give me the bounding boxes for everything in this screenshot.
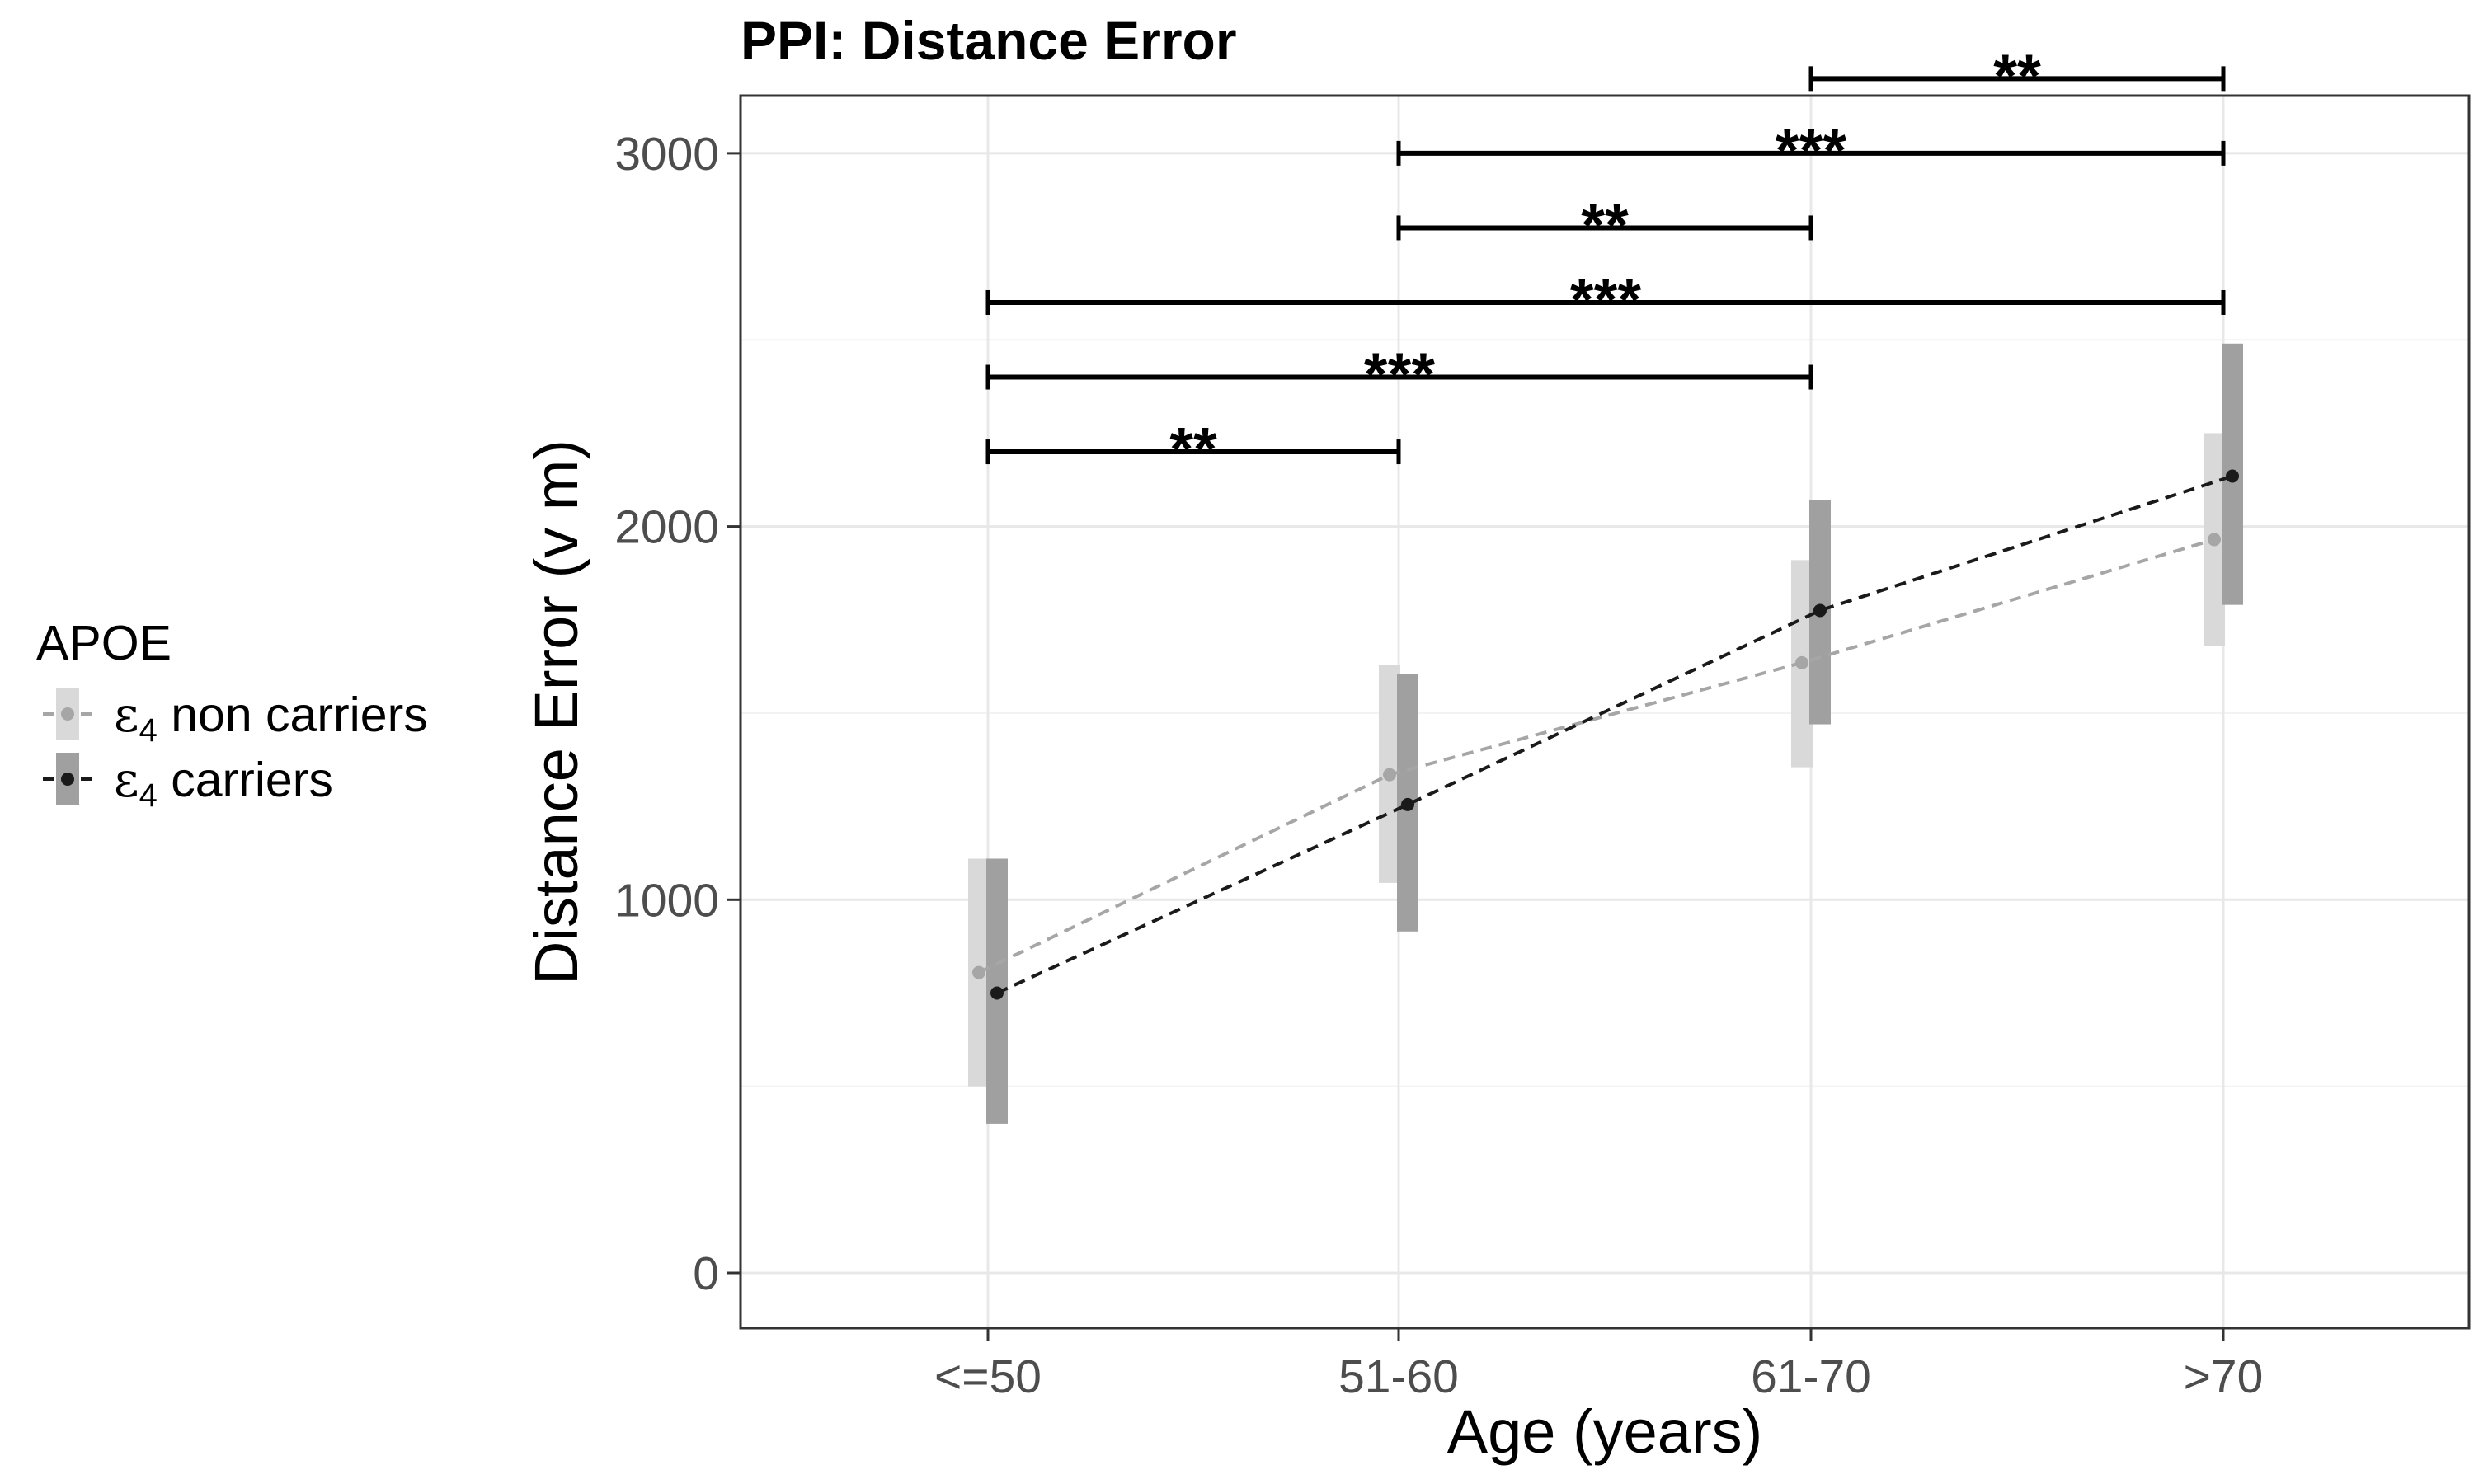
data-point-carriers	[1401, 797, 1414, 811]
x-tick-label: 61-70	[1751, 1350, 1871, 1403]
x-axis-ticks: <=50 51-60 61-70 >70	[934, 1328, 2263, 1403]
sig-label: ***	[1570, 265, 1642, 334]
y-tick-label: 0	[693, 1247, 719, 1300]
legend-label-non-carriers: ε4 non carriers	[114, 686, 428, 749]
y-axis-label: Distance Error (v m)	[522, 439, 590, 985]
chart-title: PPI: Distance Error	[741, 10, 1237, 71]
data-point-carriers	[990, 986, 1004, 1000]
legend-label-carriers: ε4 carriers	[114, 751, 333, 814]
data-point-carriers	[1813, 603, 1827, 618]
sig-label: ***	[1776, 116, 1847, 185]
y-axis-ticks: 0 1000 2000 3000	[614, 128, 741, 1300]
y-tick-label: 1000	[614, 874, 719, 927]
sig-label: ***	[1364, 340, 1436, 409]
x-tick-label: >70	[2184, 1350, 2264, 1403]
significance-brackets: ***************	[985, 41, 2226, 483]
x-axis-label: Age (years)	[1447, 1397, 1762, 1466]
data-point-non-carriers	[972, 965, 985, 979]
legend-title: APOE	[36, 616, 172, 670]
sig-label: **	[1169, 415, 1217, 483]
legend-key-point-non-carriers	[61, 707, 74, 721]
data-point-non-carriers	[1383, 768, 1396, 782]
sig-label: **	[1993, 41, 2041, 110]
data-point-carriers	[2226, 469, 2239, 483]
series-line-non-carriers	[978, 538, 2215, 974]
plot-panel-border	[739, 94, 2471, 1330]
x-tick-label: 51-60	[1338, 1350, 1459, 1403]
sig-label: **	[1581, 190, 1629, 259]
legend-key-point-carriers	[61, 773, 74, 786]
series-points	[972, 469, 2239, 1000]
series-line-carriers	[996, 474, 2233, 995]
y-tick-label: 2000	[614, 501, 719, 554]
data-point-non-carriers	[1795, 655, 1808, 669]
confidence-bands	[968, 343, 2243, 1124]
x-tick-label: <=50	[934, 1350, 1042, 1403]
y-tick-label: 3000	[614, 128, 719, 181]
series-lines	[978, 474, 2233, 995]
data-point-non-carriers	[2208, 533, 2221, 547]
